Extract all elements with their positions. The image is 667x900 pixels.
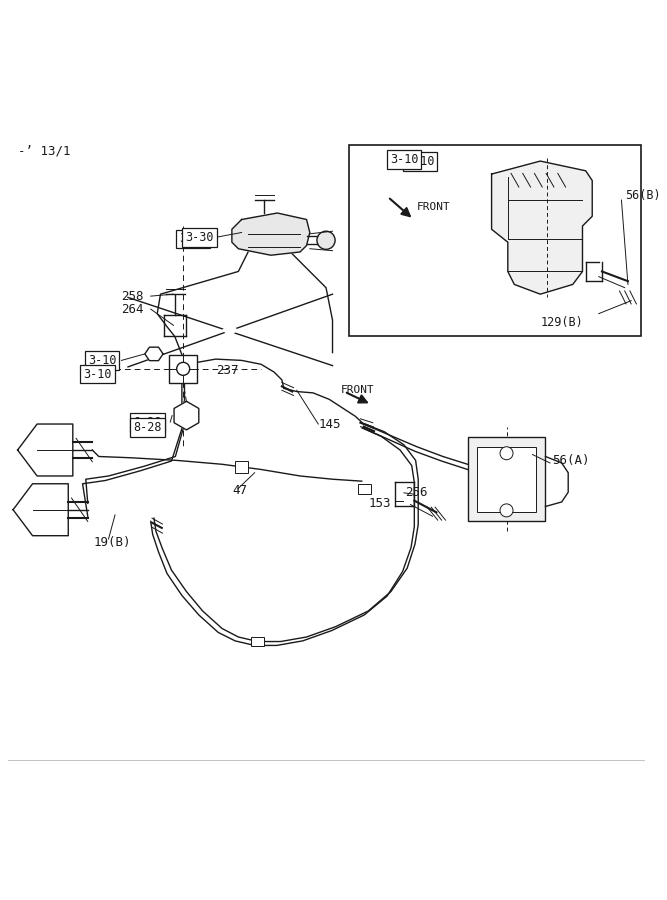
- Text: 56(B): 56(B): [625, 189, 660, 202]
- Circle shape: [177, 363, 189, 375]
- Text: 3-10: 3-10: [88, 354, 116, 367]
- Polygon shape: [174, 401, 199, 430]
- Polygon shape: [222, 322, 237, 338]
- Bar: [251, 637, 264, 646]
- Text: 237: 237: [215, 364, 238, 377]
- Polygon shape: [17, 424, 73, 476]
- Text: 145: 145: [318, 418, 341, 430]
- Circle shape: [500, 504, 513, 517]
- Polygon shape: [13, 484, 68, 536]
- Text: 3-30: 3-30: [185, 231, 213, 244]
- Text: 264: 264: [121, 302, 144, 316]
- Text: FRONT: FRONT: [341, 385, 375, 395]
- Polygon shape: [492, 161, 592, 294]
- Text: FRONT: FRONT: [417, 202, 451, 211]
- Text: 3-10: 3-10: [83, 367, 112, 381]
- Text: 56(A): 56(A): [552, 454, 590, 467]
- Text: 153: 153: [368, 497, 391, 509]
- Text: 19(B): 19(B): [93, 536, 131, 549]
- Text: 8-28: 8-28: [133, 416, 161, 428]
- Bar: [235, 461, 248, 472]
- Bar: [468, 437, 546, 521]
- Text: 8-28: 8-28: [133, 421, 161, 434]
- Bar: [349, 145, 641, 337]
- Polygon shape: [145, 347, 163, 361]
- Text: 3-10: 3-10: [406, 155, 434, 167]
- Text: 256: 256: [406, 486, 428, 500]
- Text: 129(B): 129(B): [540, 316, 583, 328]
- Bar: [478, 446, 536, 512]
- Text: 47: 47: [232, 484, 247, 498]
- Circle shape: [317, 231, 335, 249]
- Text: 3-10: 3-10: [390, 153, 418, 166]
- Text: 3-30: 3-30: [179, 232, 207, 246]
- Bar: [358, 484, 372, 493]
- Polygon shape: [232, 213, 309, 256]
- Text: -’ 13/1: -’ 13/1: [17, 145, 70, 158]
- Bar: [169, 355, 197, 383]
- Circle shape: [500, 446, 513, 460]
- Text: 258: 258: [121, 290, 144, 302]
